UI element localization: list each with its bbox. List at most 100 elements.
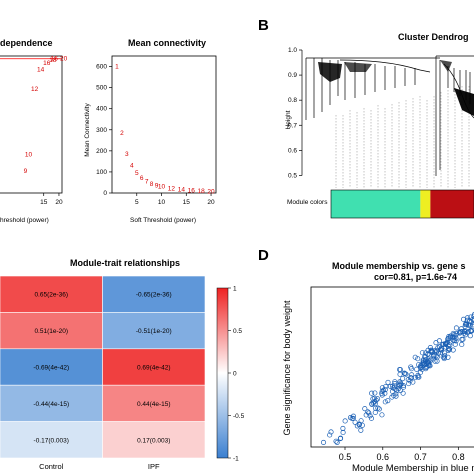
scatter-point xyxy=(374,396,381,402)
scatter-point xyxy=(445,345,452,351)
scatter-point xyxy=(368,415,374,421)
colorbar-tick-label: 0.5 xyxy=(233,328,242,335)
heatmap-cell xyxy=(102,421,206,459)
scatter-point xyxy=(462,329,468,335)
scatter-point xyxy=(419,350,425,356)
scatter-point xyxy=(385,379,391,385)
panel-mean-connectivity: Mean connectivity 0 100 200 300 400 500 600 5 1… xyxy=(84,38,217,224)
mean-connectivity-frame xyxy=(111,55,217,194)
scatter-point xyxy=(392,379,398,385)
module-color-segment xyxy=(420,190,431,218)
scatter-point xyxy=(470,316,474,322)
scatter-point xyxy=(429,349,435,355)
scatter-point xyxy=(358,427,364,433)
scatter-point xyxy=(419,361,425,367)
dendrogram-y-axis: 0.5 0.6 0.7 0.8 0.9 1.0 xyxy=(288,47,303,179)
mean-connectivity-title: Mean connectivity xyxy=(128,38,206,48)
scatter-point xyxy=(456,329,463,335)
scatter-point xyxy=(459,341,465,348)
scatter-point xyxy=(400,376,406,382)
connectivity-point-label: 18 xyxy=(198,188,206,195)
heatmap-cell xyxy=(102,348,206,386)
scatter-point xyxy=(363,412,369,418)
panel-b-dendrogram: B Cluster Dendrog Height 0.5 0.6 0.7 0.8 0.9… xyxy=(258,17,474,219)
dendrogram-ylabel: Height xyxy=(285,110,292,129)
connectivity-point-label: 14 xyxy=(178,186,186,193)
heatmap-column-label: Control xyxy=(39,462,64,471)
colorbar-tick-label: 0 xyxy=(233,371,237,378)
scatter-point xyxy=(467,322,473,328)
y-tick-label: 0 xyxy=(103,190,107,197)
heatmap-cell-label: -0.69(4e-42) xyxy=(33,365,69,372)
scatter-point xyxy=(365,409,371,415)
y-tick-label: 0.7 xyxy=(288,122,297,129)
panel-a-title: dependence xyxy=(0,38,53,48)
scatter-xlabel: Module Membership in blue m xyxy=(352,463,474,474)
scatter-point xyxy=(397,371,403,377)
y-tick-label: 300 xyxy=(96,127,107,134)
scatter-point xyxy=(453,338,459,344)
scatter-point xyxy=(379,390,385,396)
scatter-frame xyxy=(310,286,474,448)
scatter-point xyxy=(397,379,403,385)
scatter-point xyxy=(409,372,415,378)
y-tick-label: 200 xyxy=(96,148,107,155)
scatter-point xyxy=(376,406,382,412)
scatter-point xyxy=(372,390,378,396)
scatter-point xyxy=(452,341,458,347)
heatmap-column-labels: Control IPF xyxy=(39,462,160,471)
scatter-point xyxy=(466,328,472,335)
scatter-point xyxy=(426,358,432,364)
dendrogram-leaf-guides xyxy=(335,86,470,188)
mean-connectivity-xlabel: Soft Threshold (power) xyxy=(130,217,196,224)
heatmap-cell-label: 0.69(4e-42) xyxy=(137,365,171,372)
scatter-point xyxy=(437,344,443,350)
x-tick-label: 0.7 xyxy=(414,452,427,462)
connectivity-point-label: 3 xyxy=(125,151,129,158)
heatmap-cell-label: 0.51(1e-20) xyxy=(34,328,68,335)
scatter-point xyxy=(471,317,474,324)
colorbar-tick-label: -0.5 xyxy=(233,413,245,420)
scatter-point xyxy=(419,366,425,372)
scatter-point xyxy=(445,336,451,342)
scatter-point xyxy=(338,435,344,441)
scale-free-point-label: 10 xyxy=(25,152,33,159)
module-colors-frame xyxy=(330,189,474,219)
scale-free-point-label: 16-20 xyxy=(51,56,68,63)
heatmap-cell-label: 0.17(0.003) xyxy=(137,437,170,444)
scatter-point xyxy=(463,322,470,328)
scatter-point xyxy=(328,429,334,435)
scatter-title: Module membership vs. gene s xyxy=(332,261,466,271)
y-tick-label: 1.0 xyxy=(288,47,297,54)
scatter-point xyxy=(415,374,421,380)
x-tick-label: 20 xyxy=(207,199,215,206)
scatter-point xyxy=(383,384,389,390)
scatter-point xyxy=(382,399,388,405)
scatter-point xyxy=(394,388,400,394)
scatter-point xyxy=(390,385,396,391)
x-tick-label: 0.6 xyxy=(377,452,390,462)
scatter-point xyxy=(347,415,354,421)
module-colors-bar xyxy=(330,189,474,219)
scatter-point xyxy=(423,357,429,363)
scatter-ylabel: Gene significance for body weight xyxy=(282,300,292,436)
scatter-point xyxy=(410,379,416,385)
scatter-point xyxy=(387,383,394,389)
y-tick-label: 100 xyxy=(96,169,107,176)
scale-free-point-label: 16 xyxy=(43,60,51,67)
scatter-point xyxy=(430,356,436,362)
scatter-point xyxy=(408,375,414,381)
scatter-point xyxy=(342,418,348,424)
scatter-point xyxy=(435,350,441,356)
y-tick-label: 400 xyxy=(96,106,107,113)
scatter-point xyxy=(369,390,375,396)
heatmap-column-label: IPF xyxy=(148,462,160,471)
connectivity-point-label: 6 xyxy=(140,175,144,182)
scatter-point xyxy=(400,390,406,396)
scatter-point xyxy=(442,350,448,356)
x-tick-label: 20 xyxy=(55,199,63,206)
y-tick-label: 0.8 xyxy=(288,97,297,104)
heatmap-cell xyxy=(0,275,103,313)
scatter-point xyxy=(397,382,403,388)
